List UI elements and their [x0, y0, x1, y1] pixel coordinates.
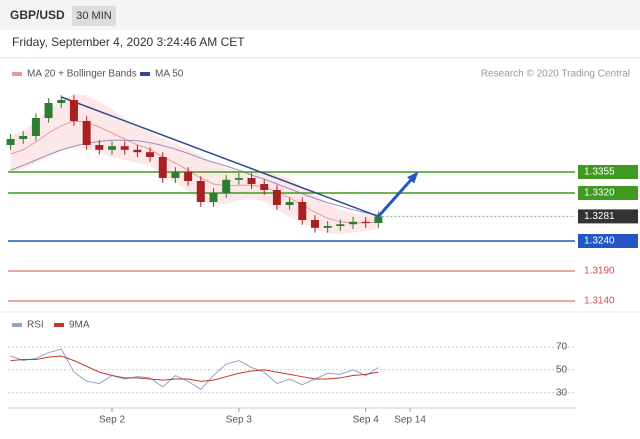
candle-body	[310, 220, 319, 228]
candle-body	[260, 184, 269, 190]
level-tag	[578, 209, 638, 224]
candle-body	[6, 139, 15, 145]
candle-body	[222, 179, 231, 193]
candle-body	[57, 100, 66, 103]
candle-body	[374, 216, 383, 223]
legend-swatch	[12, 323, 22, 327]
arrow-head	[407, 171, 419, 184]
candle-body	[69, 100, 78, 121]
candle-body	[285, 202, 294, 205]
candle-body	[82, 121, 91, 145]
candle-body	[133, 149, 142, 153]
candle-body	[44, 103, 53, 118]
candle-body	[19, 136, 28, 139]
ma50-line	[10, 139, 379, 216]
bollinger-band	[10, 94, 379, 234]
level-label: 1.3281	[584, 211, 615, 222]
candle-body	[108, 146, 117, 150]
candle-body	[31, 118, 40, 136]
level-label: 1.3140	[584, 296, 615, 307]
symbol: GBP/USD	[10, 8, 65, 22]
candle-body	[323, 226, 332, 228]
level-tag	[578, 234, 638, 248]
y-tick-label: 70	[556, 341, 568, 352]
legend-swatch	[54, 323, 64, 327]
level-tag	[578, 186, 638, 200]
timestamp: Friday, September 4, 2020 3:24:46 AM CET	[12, 35, 245, 49]
x-tick-label: Sep 2	[99, 415, 126, 426]
level-label: 1.3240	[584, 236, 615, 247]
candle-body	[336, 224, 345, 226]
candle-body	[234, 178, 243, 180]
candle-body	[196, 181, 205, 202]
candle-body	[184, 172, 193, 181]
legend-label: RSI	[27, 320, 44, 331]
level-tag	[578, 165, 638, 179]
credit: Research © 2020 Trading Central	[481, 69, 630, 80]
candle-body	[349, 221, 358, 225]
interval[interactable]: 30 MIN	[76, 10, 112, 22]
level-label: 1.3190	[584, 266, 615, 277]
candle-body	[146, 152, 155, 157]
level-label: 1.3320	[584, 188, 615, 199]
x-tick-label: Sep 14	[394, 415, 426, 426]
candle-body	[95, 145, 104, 150]
candle-body	[120, 146, 129, 150]
ma20-line	[10, 120, 379, 224]
indicator-line	[10, 355, 379, 382]
legend-label: 9MA	[69, 320, 90, 331]
candle-body	[298, 202, 307, 220]
x-tick-label: Sep 4	[353, 415, 380, 426]
y-tick-label: 50	[556, 364, 568, 375]
candle-body	[209, 193, 218, 202]
forecast-arrow	[377, 172, 418, 218]
trendline	[61, 96, 379, 218]
candle-body	[171, 172, 180, 178]
x-tick-label: Sep 3	[226, 415, 253, 426]
level-label: 1.3355	[584, 167, 615, 178]
legend-label: MA 20 + Bollinger Bands	[27, 69, 137, 80]
candle-body	[158, 157, 167, 178]
candle-body	[272, 190, 281, 205]
candle-body	[361, 221, 370, 223]
interval-box[interactable]	[72, 6, 116, 26]
candle-body	[247, 178, 256, 184]
legend-swatch	[140, 72, 150, 76]
indicator-line	[10, 348, 379, 390]
y-tick-label: 30	[556, 387, 568, 398]
legend-label: MA 50	[155, 69, 184, 80]
legend-swatch	[12, 72, 22, 76]
